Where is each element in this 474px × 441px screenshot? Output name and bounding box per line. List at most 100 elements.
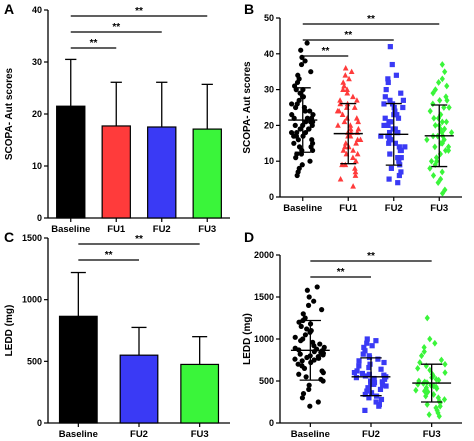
- y-tick-label: 0: [37, 213, 42, 223]
- data-point: [311, 298, 317, 304]
- data-point: [354, 368, 360, 374]
- data-point: [309, 147, 316, 154]
- data-point: [430, 100, 436, 108]
- data-point: [346, 75, 352, 82]
- panel-b: B 0 10 20 30 40 50 SCOPA- Aut scores Baseline FU1…: [242, 1, 462, 214]
- data-point: [292, 356, 298, 362]
- data-point: [292, 334, 298, 340]
- data-point: [317, 341, 323, 347]
- data-point: [426, 411, 432, 418]
- data-point: [386, 129, 393, 136]
- y-tick-label: 0: [269, 418, 274, 428]
- significance-label: **: [90, 38, 98, 49]
- y-tick-label: 500: [259, 376, 274, 386]
- data-point: [348, 68, 355, 75]
- y-tick-label: 20: [264, 120, 274, 130]
- data-point: [356, 358, 362, 364]
- data-point: [300, 391, 307, 397]
- significance-label: **: [367, 14, 375, 25]
- data-point: [437, 402, 443, 410]
- data-point: [424, 314, 430, 322]
- data-point: [382, 115, 388, 121]
- data-point: [292, 122, 298, 128]
- data-point: [402, 144, 408, 150]
- data-point: [413, 386, 419, 394]
- data-point: [386, 176, 392, 182]
- data-point: [298, 61, 305, 68]
- data-point: [398, 147, 404, 154]
- panel-letter: B: [244, 1, 254, 17]
- data-point: [299, 162, 305, 168]
- data-point: [439, 118, 445, 126]
- data-point: [350, 147, 356, 153]
- category-label: Baseline: [59, 429, 98, 440]
- data-point: [314, 284, 320, 290]
- y-tick-label: 50: [264, 13, 274, 23]
- data-point: [448, 129, 455, 136]
- data-point: [438, 356, 445, 364]
- data-point: [395, 180, 401, 186]
- data-point: [340, 79, 347, 85]
- bar: [180, 363, 220, 424]
- data-point: [442, 147, 449, 154]
- data-point: [436, 79, 442, 86]
- data-point: [356, 363, 362, 369]
- data-point: [308, 69, 314, 75]
- data-point: [295, 137, 301, 143]
- bar: [58, 315, 98, 424]
- data-point: [427, 107, 433, 115]
- data-point: [365, 385, 371, 391]
- data-point: [352, 158, 359, 164]
- data-point: [396, 144, 402, 150]
- data-point: [435, 409, 441, 417]
- data-point: [344, 86, 350, 92]
- data-point: [378, 396, 385, 403]
- data-point: [423, 392, 429, 400]
- y-axis-label: LEDD (mg): [242, 313, 253, 365]
- data-point: [400, 104, 406, 111]
- significance-label: **: [344, 30, 352, 41]
- data-point: [361, 344, 367, 350]
- y-axis-label: SCOPA- Aut scores: [4, 67, 15, 160]
- data-point: [299, 358, 305, 364]
- y-tick-label: 30: [264, 85, 274, 95]
- data-point: [302, 58, 308, 64]
- data-point: [341, 118, 348, 125]
- category-label: FU2: [385, 203, 403, 214]
- data-point: [352, 172, 359, 178]
- data-point: [442, 360, 448, 368]
- data-point: [291, 140, 297, 146]
- data-point: [366, 371, 372, 377]
- panel-d: D 0 500 1000 1500 2000 LEDD (mg) Baseline FU2 FU3…: [242, 229, 462, 440]
- data-point: [360, 351, 366, 357]
- data-point: [389, 61, 395, 68]
- bar: [101, 125, 131, 219]
- significance-label: **: [135, 6, 143, 17]
- data-point: [441, 125, 448, 133]
- data-point: [347, 122, 354, 128]
- data-point: [371, 381, 377, 387]
- data-point: [306, 126, 312, 132]
- data-point: [315, 399, 321, 405]
- data-point: [378, 133, 384, 139]
- data-point: [344, 115, 351, 121]
- data-point: [301, 365, 308, 371]
- data-point: [305, 302, 312, 308]
- data-point: [350, 154, 356, 160]
- data-point: [307, 108, 313, 114]
- data-point: [444, 96, 450, 104]
- y-tick-label: 0: [37, 418, 42, 428]
- data-point: [442, 68, 448, 76]
- data-point: [439, 139, 445, 147]
- data-point: [355, 125, 362, 132]
- data-point: [385, 133, 391, 139]
- data-point: [441, 104, 447, 111]
- significance-label: **: [322, 46, 330, 57]
- data-point: [297, 351, 303, 357]
- data-point: [320, 378, 326, 384]
- data-point: [367, 361, 373, 367]
- data-point: [334, 107, 341, 114]
- data-point: [431, 382, 437, 390]
- significance-label: **: [112, 22, 120, 33]
- data-point: [364, 340, 370, 346]
